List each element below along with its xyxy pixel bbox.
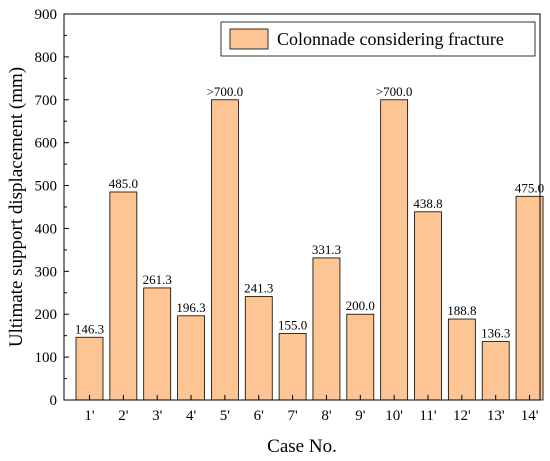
- bar: [244, 296, 273, 401]
- bar: [380, 99, 409, 401]
- bar: [481, 341, 510, 401]
- y-tick-label: 600: [35, 136, 58, 152]
- y-tick-label: 900: [35, 7, 58, 23]
- bar: [177, 315, 205, 401]
- bar-value-label: 331.3: [312, 242, 341, 257]
- x-tick-label: 2': [118, 408, 129, 424]
- x-tick-label: 9': [355, 408, 366, 424]
- bar-value-label: 146.3: [75, 321, 104, 336]
- x-tick-label: 8': [321, 408, 332, 424]
- plot-frame: [63, 13, 541, 401]
- y-tick-label: 300: [35, 264, 58, 280]
- bar-value-label: 188.8: [447, 303, 476, 318]
- bar: [210, 99, 239, 401]
- bar-value-label: >700.0: [376, 84, 413, 99]
- x-tick-label: 4': [186, 408, 197, 424]
- y-tick-label: 500: [35, 179, 58, 195]
- legend-box: [220, 21, 536, 57]
- x-tick-label: 6': [254, 408, 265, 424]
- x-tick-label: 5': [220, 408, 231, 424]
- x-tick-label: 10': [385, 408, 403, 424]
- bar: [143, 287, 172, 401]
- bar-value-label: 136.3: [481, 326, 510, 341]
- bar-value-label: 438.8: [413, 196, 442, 211]
- bars-group: [75, 99, 544, 401]
- bar-value-label: 485.0: [109, 176, 138, 191]
- bar: [414, 211, 442, 401]
- bar: [75, 336, 104, 401]
- bar-value-label: 261.3: [143, 272, 172, 287]
- x-tick-label: 3': [152, 408, 163, 424]
- bar: [447, 318, 476, 401]
- bar: [109, 191, 138, 401]
- x-tick-label: 14': [521, 408, 539, 424]
- y-tick-label: 800: [35, 50, 58, 66]
- x-tick-label: 12': [453, 408, 471, 424]
- legend: Colonnade considering fracture: [220, 21, 536, 57]
- legend-label: Colonnade considering fracture: [277, 29, 504, 49]
- bar-value-label: 475.0: [515, 180, 544, 195]
- y-tick-label: 700: [35, 93, 58, 109]
- bar: [278, 333, 307, 401]
- bar: [515, 195, 544, 401]
- bar-value-label: >700.0: [207, 84, 244, 99]
- x-tick-label: 13': [487, 408, 505, 424]
- bar-value-label: 241.3: [244, 281, 273, 296]
- y-tick-label: 0: [50, 393, 58, 409]
- bar: [312, 257, 341, 401]
- bar: [346, 313, 375, 401]
- x-tick-label: 1': [84, 408, 95, 424]
- x-tick-label: 7': [287, 408, 298, 424]
- y-tick-label: 100: [35, 350, 58, 366]
- bar-labels-group: 146.3 485.0 261.3 196.3 >700.0 241.3 155.0 331.…: [75, 84, 544, 341]
- y-axis-label: Ultimate support displacement (mm): [6, 67, 27, 347]
- x-axis-label: Case No.: [267, 436, 337, 457]
- bar-value-label: 196.3: [176, 300, 205, 315]
- y-tick-label: 200: [35, 307, 58, 323]
- y-axis-ticks: 0 100 200 300 400 500 600 700 800 900: [35, 7, 69, 409]
- x-tick-label: 11': [419, 408, 436, 424]
- bar-value-label: 155.0: [278, 318, 307, 333]
- bar-value-label: 200.0: [346, 298, 375, 313]
- x-axis-ticks: 1' 2' 3' 4' 5' 6' 7' 8' 9' 10' 11' 12' 13' 14': [84, 395, 539, 424]
- y-tick-label: 400: [35, 221, 58, 237]
- legend-swatch: [229, 28, 269, 50]
